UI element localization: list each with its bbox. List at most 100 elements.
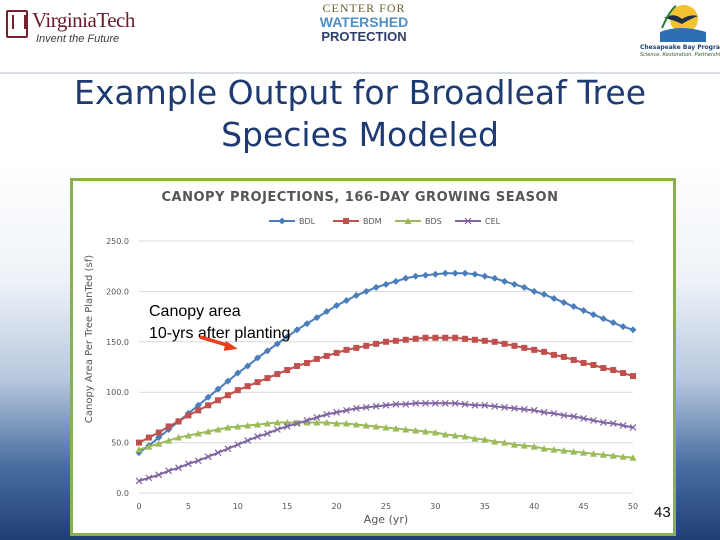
data-point: [589, 311, 597, 319]
vt-shield-icon: [6, 10, 28, 38]
data-point: [570, 303, 578, 311]
data-point: [323, 410, 331, 418]
data-point: [422, 271, 430, 279]
x-tick-label: 0: [136, 502, 141, 511]
data-point: [511, 404, 518, 412]
x-tick-label: 5: [186, 502, 191, 511]
data-point: [362, 403, 370, 411]
data-point: [352, 420, 360, 428]
data-point: [303, 418, 311, 426]
data-point: [283, 333, 291, 341]
data-point: [451, 432, 459, 439]
data-point: [263, 419, 271, 427]
data-point: [204, 393, 212, 401]
data-point: [382, 280, 390, 288]
y-axis-label: Canopy Area Per Tree PlanTed (sf): [84, 255, 95, 423]
data-point: [264, 375, 271, 382]
data-point: [550, 409, 558, 417]
y-tick-label: 50.0: [111, 439, 129, 448]
data-point: [491, 402, 499, 410]
header-divider: [0, 72, 720, 74]
data-point: [599, 419, 607, 426]
data-point: [510, 441, 518, 448]
vt-logo-name: VirginiaTech: [32, 8, 135, 32]
chart-annotation: Canopy area 10-yrs after planting: [149, 303, 290, 351]
data-point: [540, 290, 548, 298]
data-point: [323, 418, 331, 426]
data-point: [195, 407, 202, 414]
data-point: [629, 454, 637, 461]
data-point: [244, 383, 251, 390]
data-point: [205, 402, 212, 409]
data-point: [254, 354, 262, 362]
annotation-text-line2: 10-yrs after planting: [149, 325, 290, 342]
data-point: [560, 447, 568, 454]
legend-label: CEL: [485, 217, 501, 226]
data-point: [194, 430, 202, 437]
data-point: [412, 427, 420, 434]
data-point: [343, 346, 350, 353]
data-point: [135, 477, 143, 485]
data-point: [464, 217, 472, 225]
data-point: [580, 449, 588, 456]
data-point: [343, 218, 349, 224]
data-point: [491, 274, 499, 282]
chesapeake-bay-program-logo: Chesapeake Bay Program Science. Restorat…: [640, 2, 720, 70]
data-point: [550, 294, 558, 302]
data-point: [363, 342, 370, 349]
data-point: [412, 335, 419, 342]
y-tick-label: 250.0: [106, 237, 129, 246]
data-point: [175, 418, 182, 425]
data-point: [165, 423, 172, 430]
data-point: [521, 344, 528, 351]
data-point: [313, 355, 320, 362]
data-point: [392, 400, 400, 408]
data-point: [303, 320, 311, 328]
data-point: [273, 426, 281, 433]
series-bdl: [135, 269, 637, 457]
legend-item-cel: CEL: [455, 217, 501, 226]
data-point: [175, 464, 182, 472]
data-point: [278, 217, 286, 225]
data-point: [402, 425, 410, 433]
x-axis-ticks: 0 5 10 15 20 25 30 35 40 45 50: [136, 502, 638, 511]
data-point: [540, 445, 548, 452]
data-point: [530, 287, 538, 295]
data-point: [531, 346, 538, 353]
chesapeake-bay-emblem-icon: [660, 5, 706, 42]
data-point: [481, 401, 489, 409]
data-point: [619, 422, 627, 429]
data-point: [481, 272, 489, 280]
center-for-watershed-protection-logo: CENTER FOR WATERSHED PROTECTION: [314, 2, 414, 48]
data-point: [600, 365, 607, 372]
data-point: [342, 296, 350, 304]
data-point: [412, 272, 420, 280]
data-point: [471, 435, 479, 442]
data-point: [501, 403, 508, 411]
x-tick-label: 40: [529, 502, 539, 511]
data-point: [224, 392, 231, 399]
data-point: [382, 423, 390, 431]
data-point: [284, 367, 291, 374]
data-point: [244, 421, 252, 429]
data-point: [185, 412, 192, 419]
data-point: [224, 423, 232, 431]
data-point: [352, 404, 360, 412]
data-point: [599, 451, 607, 458]
x-tick-label: 45: [579, 502, 589, 511]
data-point: [273, 340, 281, 348]
data-point: [204, 428, 212, 435]
data-point: [431, 270, 439, 278]
y-axis-ticks: 0.0 50.0 100.0 150.0 200.0 250.0: [106, 237, 129, 498]
data-point: [194, 401, 202, 409]
data-point: [541, 348, 548, 355]
data-point: [461, 433, 469, 440]
x-tick-label: 15: [282, 502, 292, 511]
data-point: [392, 277, 400, 285]
data-point: [214, 425, 222, 433]
x-axis-label: Age (yr): [364, 513, 408, 526]
data-point: [432, 334, 439, 341]
data-point: [471, 336, 478, 343]
data-point: [165, 437, 173, 444]
series-cel: [135, 399, 637, 485]
